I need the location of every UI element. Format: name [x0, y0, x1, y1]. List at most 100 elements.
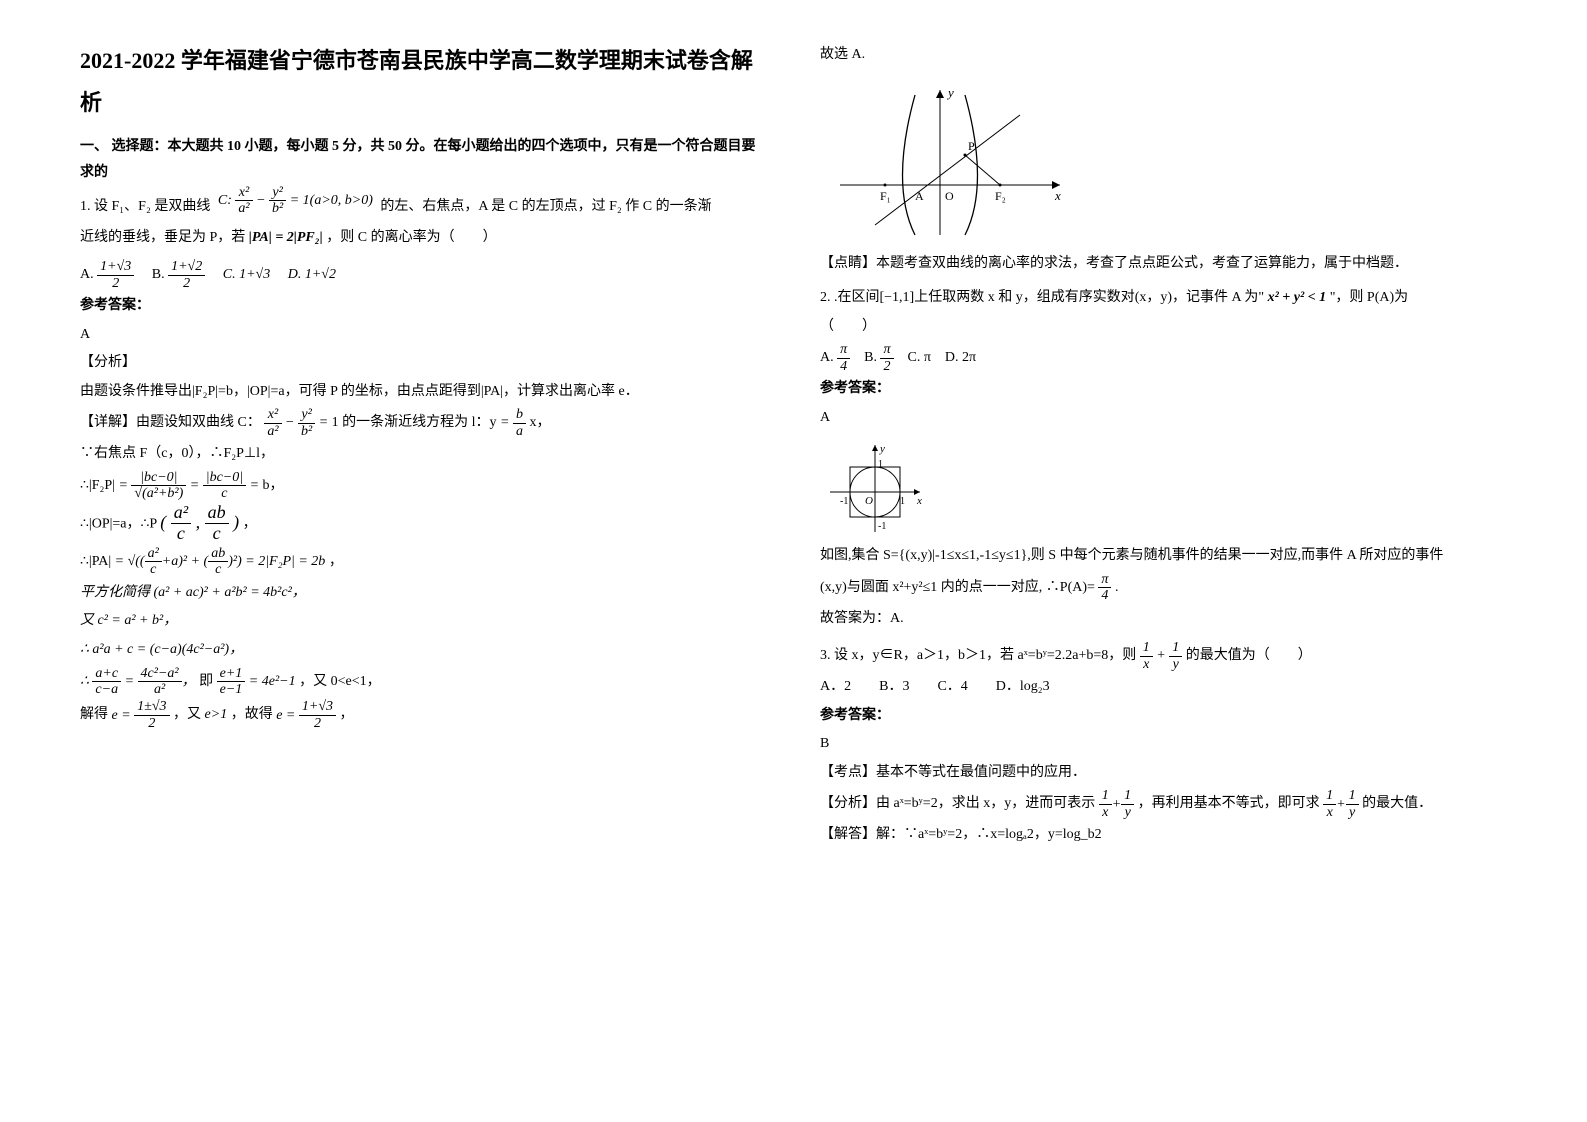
q3-an1: 1 [1099, 788, 1112, 804]
fig2-O: O [865, 495, 873, 507]
q3-ana: 【分析】由 aˣ=bʸ=2，求出 x，y，进而可表示 1x+1y ，再利用基本不… [820, 788, 1500, 820]
q2-optC: C. π [908, 350, 931, 365]
section-1-header: 一、 选择题：本大题共 10 小题，每小题 5 分，共 50 分。在每小题给出的… [80, 134, 760, 187]
fig1-P: P [968, 139, 975, 153]
fig1-F2: F₂ [995, 189, 1006, 203]
q3-cx: x [1140, 657, 1153, 672]
q3-opts: A．2 B．3 C．4 D．log₂3 [820, 674, 1500, 701]
fig1-O: O [945, 189, 954, 203]
q2-expl-b: (x,y)与圆面 x²+y²≤1 内的点一一对应, ∴P(A)= π4 . [820, 572, 1500, 604]
q2-stem-c: （ ） [820, 314, 1500, 341]
q2-optD: D. 2π [945, 350, 976, 365]
q1-optA-label: A. [80, 267, 94, 282]
q2-optA-den: 4 [837, 359, 850, 374]
q1-detail-9: ∴ a+cc−a = 4c²−a²a²， 即 e+1e−1 = 4e²−1 ，又… [80, 666, 760, 698]
q2-options: A. π4 B. π2 C. π D. 2π [820, 342, 1500, 374]
fig2-x: x [916, 495, 922, 507]
q2-expl-a: 如图,集合 S={(x,y)|-1≤x≤1,-1≤y≤1},则 S 中每个元素与… [820, 543, 1500, 570]
q2-optB-num: π [880, 342, 893, 358]
q1-detail-10: 解得 e = 1±√32 ，又 e>1 ，故得 e = 1+√32 ， [80, 699, 760, 731]
q1-analysis-label: 【分析】 [80, 350, 760, 377]
fig2-p1b: 1 [878, 459, 883, 470]
fig2-y: y [879, 443, 885, 455]
q1-optA-num: 1+√3 [97, 259, 134, 275]
fig2-mm1: -1 [878, 521, 886, 532]
fig1-x: x [1054, 188, 1061, 203]
q3-sol: 【解答】解：∵aˣ=bʸ=2，∴x=logₐ2，y=log_b2 [820, 822, 1500, 849]
q1-analysis: 由题设条件推导出|F₂P|=b，|OP|=a，可得 P 的坐标，由点点距得到|P… [80, 379, 760, 406]
q3-ana-a: 【分析】由 aˣ=bʸ=2，求出 x，y，进而可表示 [820, 797, 1095, 812]
q2-expl-b-text: (x,y)与圆面 x²+y²≤1 内的点一一对应, ∴P(A)= [820, 580, 1095, 595]
q2-optB-den: 2 [880, 359, 893, 374]
q2-cond: x² + y² < 1 [1268, 290, 1327, 305]
q1-detail-7: 又 c² = a² + b²， [80, 608, 760, 635]
q3-ay: y [1121, 805, 1134, 820]
q1-conclude: 故选 A. [820, 42, 1500, 69]
fig2-m1: -1 [840, 496, 848, 507]
q1-cond: |PA| = 2|PF₂| [249, 230, 323, 245]
q3-ax: x [1099, 805, 1112, 820]
left-column: 2021-2022 学年福建省宁德市苍南县民族中学高二数学理期末试卷含解析 一、… [80, 40, 760, 851]
q3-an2: 1 [1121, 788, 1134, 804]
square-circle-figure: y x O -1 1 1 -1 [820, 437, 1500, 537]
hyperbola-figure: F₁ A O F₂ x y P [820, 75, 1500, 245]
fig1-y: y [946, 85, 954, 100]
q1-d3a: ∴|F₂P| [80, 478, 115, 493]
exam-title: 2021-2022 学年福建省宁德市苍南县民族中学高二数学理期末试卷含解析 [80, 40, 760, 124]
q2-optA-num: π [837, 342, 850, 358]
q3-cn2: 1 [1169, 640, 1182, 656]
q1-optB-den: 2 [168, 276, 205, 291]
q3-answer-label: 参考答案： [820, 703, 1500, 730]
q1-formula: C: x²a² − y²b² = 1(a>0, b>0) [218, 193, 373, 208]
q2-stem: 2. .在区间[−1,1]上任取两数 x 和 y，组成有序实数对(x，y)，记事… [820, 285, 1500, 312]
q1-answer-label: 参考答案： [80, 293, 760, 320]
q1-d3c: b， [263, 478, 284, 493]
q1-detail-8: ∴ a²a + c = (c−a)(4c²−a²)， [80, 637, 760, 664]
q1-stem-line1: 1. 设 F₁、F₂ 是双曲线 C: x²a² − y²b² = 1(a>0, … [80, 191, 760, 223]
q2-expl-c: 故答案为：A. [820, 606, 1500, 633]
q2-answer-label: 参考答案： [820, 376, 1500, 403]
q1-d4a: ∴|OP|=a，∴P [80, 517, 157, 532]
q3-stem-a: 3. 设 x，y∈R，a＞1，b＞1，若 aˣ=bʸ=2.2a+b=8，则 [820, 648, 1136, 663]
q3-cn1: 1 [1140, 640, 1153, 656]
q2-expl-b-num: π [1098, 572, 1111, 588]
q1-detail-5: ∴|PA| = √((a²c+a)² + (abc)²) = 2|F₂P| = … [80, 546, 760, 578]
q3-kp: 【考点】基本不等式在最值问题中的应用． [820, 760, 1500, 787]
q3-plus: + [1156, 648, 1165, 663]
q3-ap: + [1112, 797, 1121, 812]
q2-stem-b: "，则 P(A)为 [1330, 290, 1408, 305]
fig1-F1: F₁ [880, 189, 891, 203]
q1-stem-d: ，则 C 的离心率为（ ） [326, 230, 496, 245]
q1-detail-1c: x， [530, 415, 551, 430]
q1-options: A. 1+√32 B. 1+√22 C. 1+√3 D. 1+√2 [80, 259, 760, 291]
q1-detail-label: 【详解】由题设知双曲线 C： [80, 415, 261, 430]
q1-detail-3: ∴|F₂P| = |bc−0|√(a²+b²) = |bc−0|c = b， [80, 470, 760, 502]
q2-answer: A [820, 405, 1500, 432]
q1-optD: D. 1+√2 [288, 267, 336, 282]
q3-ana-b: ，再利用基本不等式，即可求 [1138, 797, 1320, 812]
right-column: 故选 A. F₁ A O F₂ x y [820, 40, 1500, 851]
q3-ana-c: 的最大值． [1362, 797, 1432, 812]
q3-stem: 3. 设 x，y∈R，a＞1，b＞1，若 aˣ=bʸ=2.2a+b=8，则 1x… [820, 640, 1500, 672]
q1-stem-c: 近线的垂线，垂足为 P，若 [80, 230, 245, 245]
q1-detail-1: 【详解】由题设知双曲线 C： x²a² − y²b² = 1 的一条渐近线方程为… [80, 407, 760, 439]
q1-optC: C. 1+√3 [223, 267, 270, 282]
q1-detail-6: 平方化简得 (a² + ac)² + a²b² = 4b²c²， [80, 580, 760, 607]
q1-detail-4: ∴|OP|=a，∴P ( a²c , abc ) ， [80, 503, 760, 544]
q1-answer: A [80, 322, 760, 349]
q1-stem-a: 1. 设 F₁、F₂ 是双曲线 [80, 199, 210, 214]
q1-optB-label: B. [152, 267, 165, 282]
q1-detail-1b: 1 的一条渐近线方程为 l：y [332, 415, 497, 430]
q1-optA-den: 2 [97, 276, 134, 291]
q1-d5a: ∴|PA| [80, 554, 111, 569]
q1-stem-b: 的左、右焦点，A 是 C 的左顶点，过 F₂ 作 C 的一条渐 [380, 199, 711, 214]
q1-d4c: ， [243, 517, 257, 532]
fig2-p1: 1 [900, 496, 905, 507]
q1-stem-line2: 近线的垂线，垂足为 P，若 |PA| = 2|PF₂| ，则 C 的离心率为（ … [80, 225, 760, 252]
q1-optB-num: 1+√2 [168, 259, 205, 275]
q1-d5c: ， [329, 554, 343, 569]
q2-stem-a: 2. .在区间[−1,1]上任取两数 x 和 y，组成有序实数对(x，y)，记事… [820, 290, 1264, 305]
fig1-A: A [915, 189, 924, 203]
q2-optA-label: A. [820, 350, 834, 365]
q1-point: 【点睛】本题考查双曲线的离心率的求法，考查了点点距公式，考查了运算能力，属于中档… [820, 251, 1500, 278]
